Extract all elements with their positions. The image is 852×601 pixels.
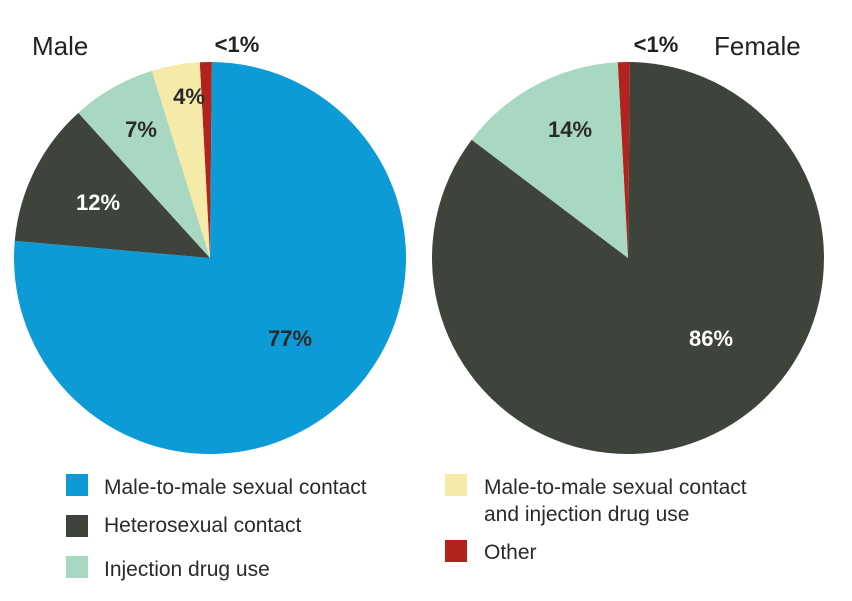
female-label-other: <1% xyxy=(634,32,679,57)
legend-label: Injection drug use xyxy=(104,558,270,581)
legend-label: Other xyxy=(484,541,537,564)
legend-item-heterosexual-contact: Heterosexual contact xyxy=(66,514,301,537)
male-slice-injection-drug-use xyxy=(78,70,210,258)
legend-swatch xyxy=(66,515,88,537)
legend-label: Male-to-male sexual contact xyxy=(104,476,367,499)
legend-item-male-to-male-sexual-contact-and-injection-drug-use: Male-to-male sexual contact and injection… xyxy=(445,474,747,526)
female-label-heterosexual-contact: 86% xyxy=(689,326,733,351)
legend-swatch xyxy=(445,474,467,496)
male-label-injection-drug-use: 7% xyxy=(125,117,157,142)
female-label-injection-drug-use: 14% xyxy=(548,117,592,142)
male-slice-heterosexual-contact xyxy=(14,112,210,258)
male-pie: Male <1% 77% 12% 7% 4% xyxy=(13,31,406,455)
female-pie-title: Female xyxy=(714,31,801,61)
male-pie-title: Male xyxy=(32,31,88,61)
female-slice-heterosexual-contact xyxy=(431,62,824,455)
female-slice-other xyxy=(617,62,630,259)
male-label-male-to-male-sexual-contact: 77% xyxy=(268,326,312,351)
legend-label: Heterosexual contact xyxy=(104,514,301,537)
legend-swatch xyxy=(445,540,467,562)
male-label-other: <1% xyxy=(215,32,260,57)
legend-swatch xyxy=(66,556,88,578)
legend-item-male-to-male-sexual-contact: Male-to-male sexual contact xyxy=(66,474,367,499)
male-slice-other xyxy=(199,62,212,259)
female-pie: Female <1% 86% 14% xyxy=(431,31,824,455)
female-slice-injection-drug-use xyxy=(471,62,628,258)
male-label-male-to-male-sexual-contact-and-injection-drug-use: 4% xyxy=(173,84,205,109)
legend-item-injection-drug-use: Injection drug use xyxy=(66,556,270,581)
male-slice-male-to-male-sexual-contact xyxy=(13,62,406,455)
legend-item-other: Other xyxy=(445,540,537,564)
legend: Male-to-male sexual contact Heterosexual … xyxy=(66,474,747,581)
male-label-heterosexual-contact: 12% xyxy=(76,190,120,215)
legend-swatch xyxy=(66,474,88,496)
legend-label: Male-to-male sexual contact xyxy=(484,476,747,499)
legend-label: and injection drug use xyxy=(484,503,689,526)
male-slice-male-to-male-sexual-contact-and-injection-drug-use xyxy=(151,62,210,258)
